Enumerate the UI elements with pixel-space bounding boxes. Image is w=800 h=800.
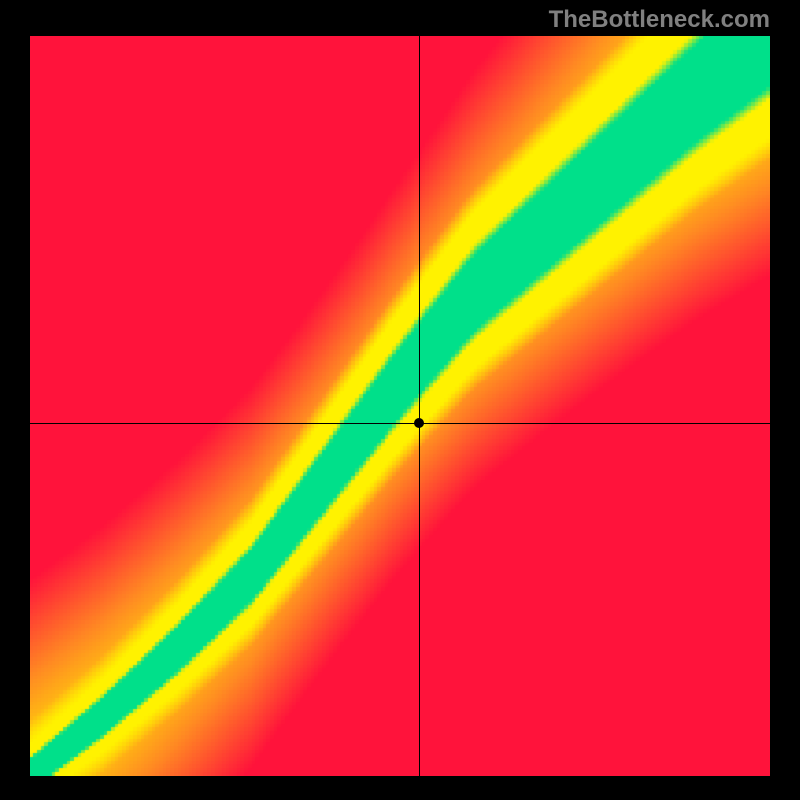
- crosshair-vertical: [419, 36, 420, 776]
- heatmap-plot: [30, 36, 770, 776]
- crosshair-horizontal: [30, 423, 770, 424]
- data-point-marker: [414, 418, 424, 428]
- heatmap-canvas: [30, 36, 770, 776]
- chart-container: TheBottleneck.com: [0, 0, 800, 800]
- attribution-text: TheBottleneck.com: [549, 6, 770, 34]
